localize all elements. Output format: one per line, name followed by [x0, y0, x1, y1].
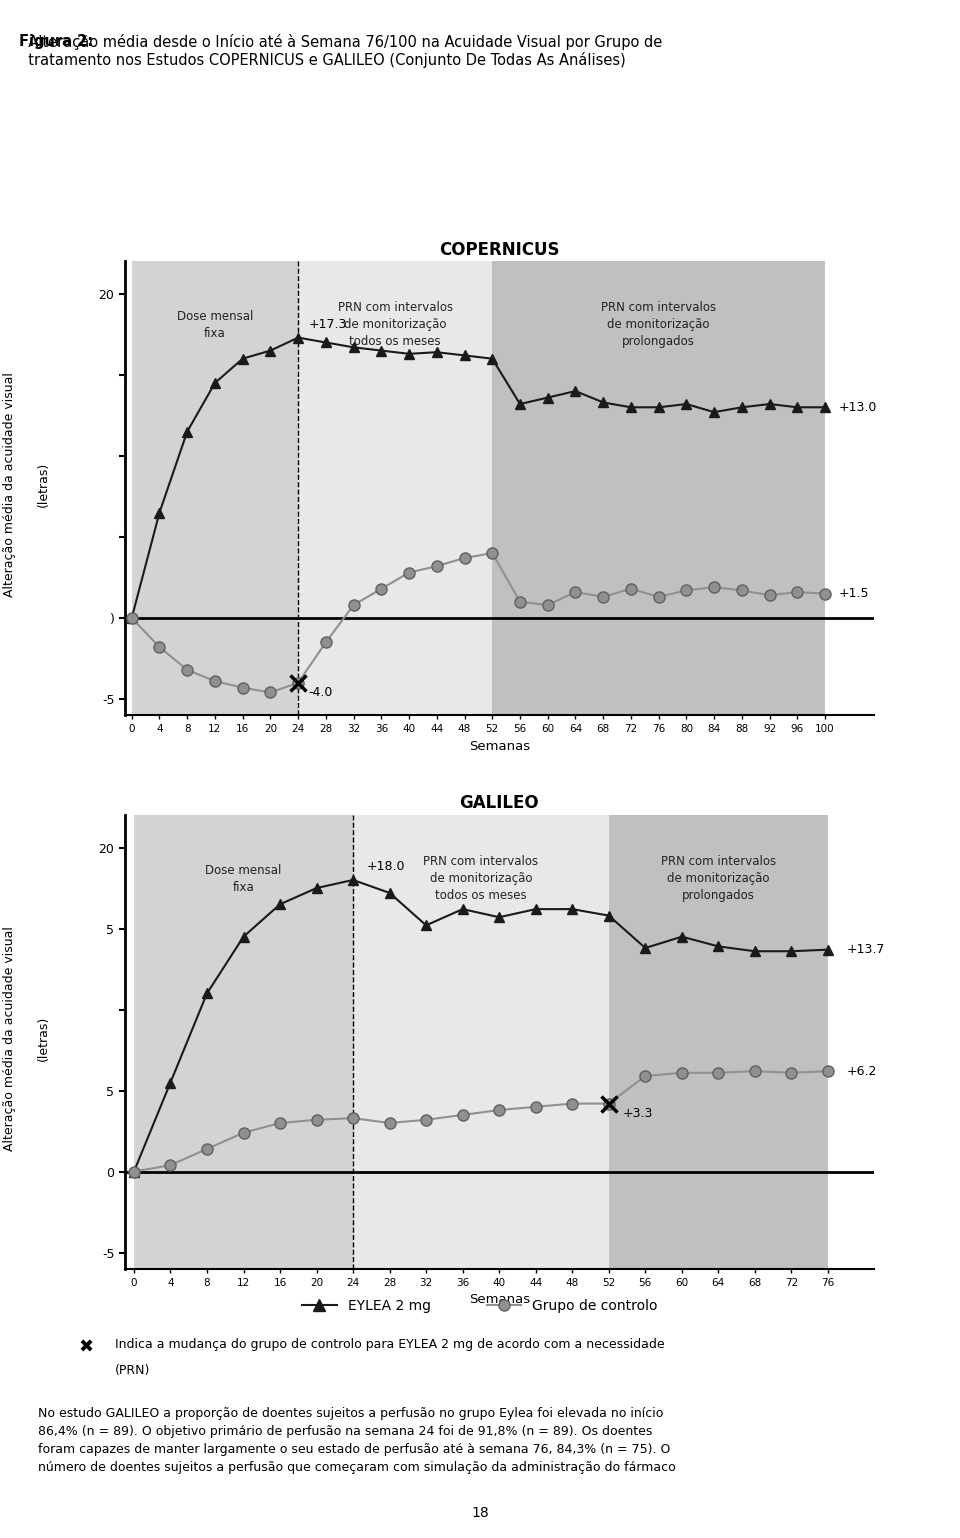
Legend: EYLEA 2 mg, Grupo de controlo: EYLEA 2 mg, Grupo de controlo [297, 1293, 663, 1318]
Title: GALILEO: GALILEO [460, 794, 539, 812]
Text: PRN com intervalos
de monitorização
todos os meses: PRN com intervalos de monitorização todo… [338, 301, 453, 349]
X-axis label: Semanas: Semanas [468, 1293, 530, 1306]
Text: +17.3: +17.3 [308, 318, 347, 331]
Text: PRN com intervalos
de monitorização
prolongados: PRN com intervalos de monitorização prol… [601, 301, 716, 349]
Bar [299, 261, 492, 715]
Bar [134, 815, 353, 1269]
Text: Figura 2:: Figura 2: [19, 34, 93, 49]
Title: COPERNICUS: COPERNICUS [439, 240, 560, 258]
Text: No estudo GALILEO a proporção de doentes sujeitos a perfusão no grupo Eylea foi : No estudo GALILEO a proporção de doentes… [38, 1407, 676, 1475]
Text: +18.0: +18.0 [367, 860, 405, 874]
Text: Alteração média da acuidade visual: Alteração média da acuidade visual [3, 926, 16, 1150]
Text: +1.5: +1.5 [839, 588, 870, 600]
Text: PRN com intervalos
de monitorização
prolongados: PRN com intervalos de monitorização prol… [660, 855, 776, 903]
Text: Dose mensal
fixa: Dose mensal fixa [205, 864, 281, 894]
Text: +13.7: +13.7 [846, 943, 884, 957]
Text: Alteração média desde o Início até à Semana 76/100 na Acuidade Visual por Grupo : Alteração média desde o Início até à Sem… [19, 34, 662, 68]
Text: (letras): (letras) [36, 1015, 50, 1061]
X-axis label: Semanas: Semanas [468, 740, 530, 752]
Bar [132, 261, 299, 715]
Text: +6.2: +6.2 [846, 1064, 876, 1078]
Text: Indica a mudança do grupo de controlo para EYLEA 2 mg de acordo com a necessidad: Indica a mudança do grupo de controlo pa… [115, 1338, 665, 1350]
Text: -4.0: -4.0 [308, 686, 333, 698]
Text: 18: 18 [471, 1506, 489, 1520]
Bar [609, 815, 828, 1269]
Text: PRN com intervalos
de monitorização
todos os meses: PRN com intervalos de monitorização todo… [423, 855, 539, 903]
Text: ✖: ✖ [79, 1338, 94, 1357]
Text: (PRN): (PRN) [115, 1364, 151, 1377]
Text: Alteração média da acuidade visual: Alteração média da acuidade visual [3, 372, 16, 597]
Bar [492, 261, 825, 715]
Text: +3.3: +3.3 [622, 1107, 653, 1120]
Text: +13.0: +13.0 [839, 401, 877, 414]
Bar [353, 815, 609, 1269]
Text: (letras): (letras) [36, 461, 50, 508]
Text: Dose mensal
fixa: Dose mensal fixa [177, 311, 253, 340]
